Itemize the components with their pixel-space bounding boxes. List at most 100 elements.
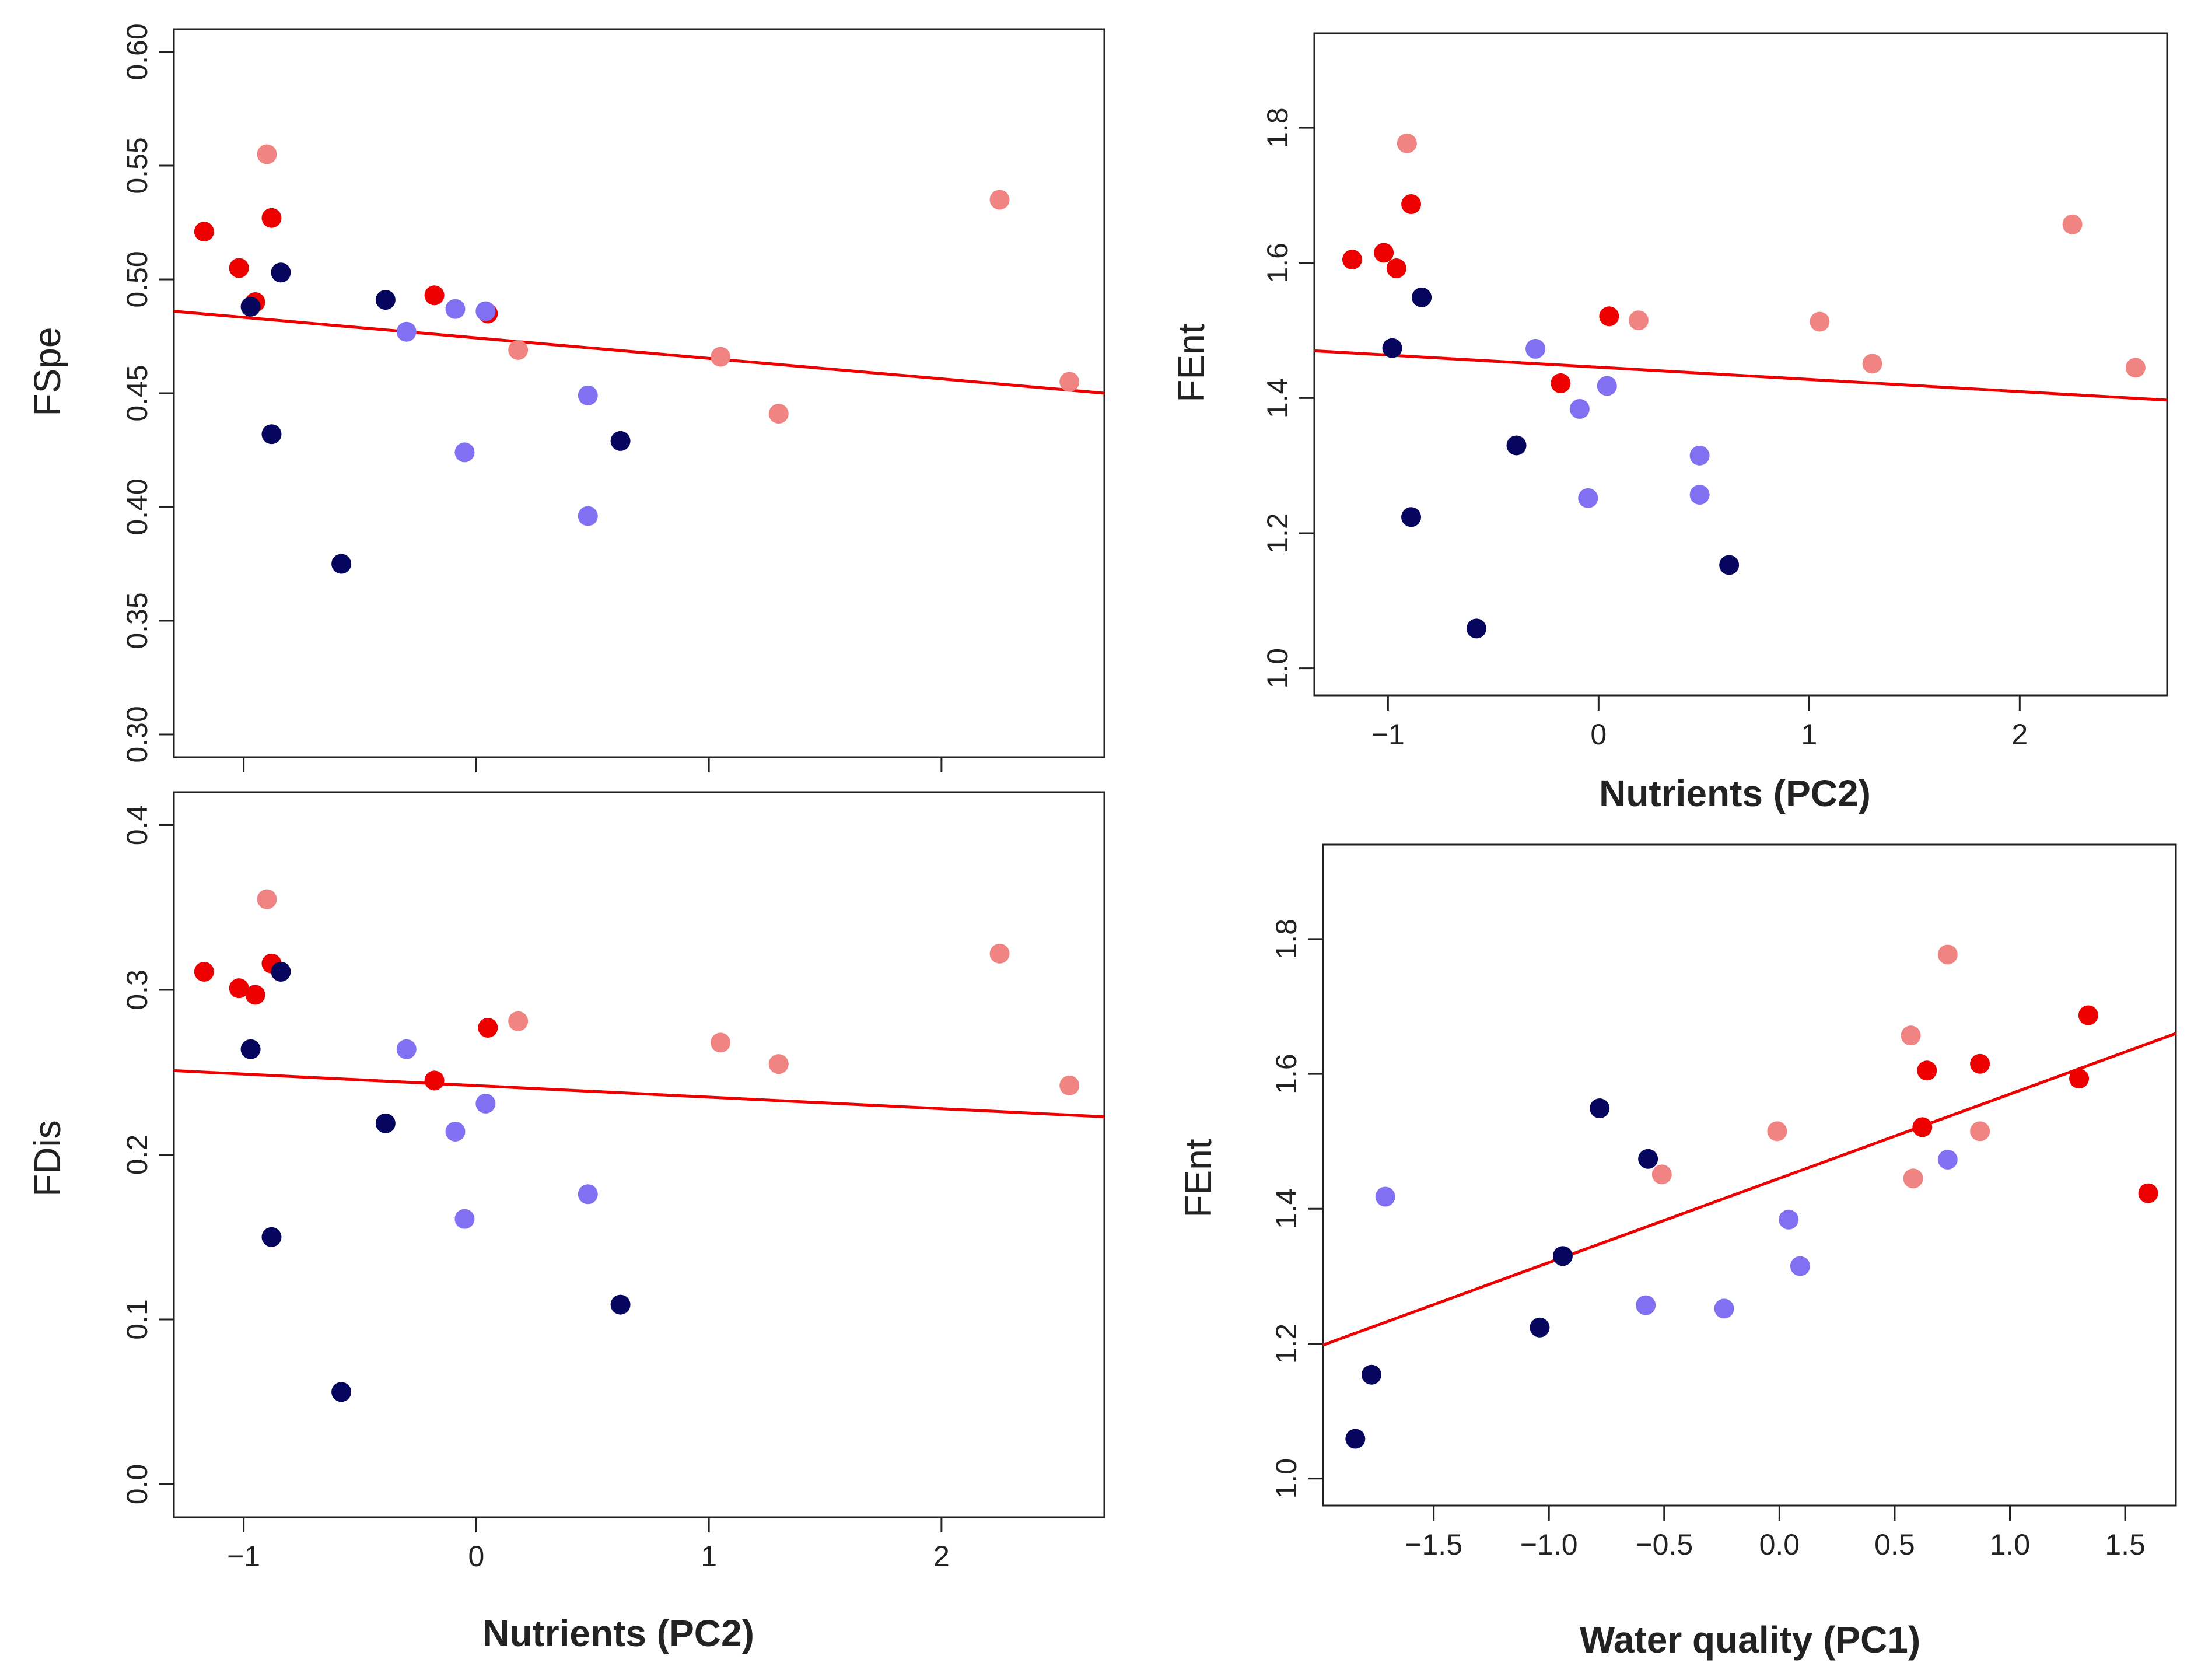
fent-pc1-x-tick-label: 1.0 (1990, 1528, 2031, 1561)
fent-pc1-point-pink (1937, 944, 1958, 965)
fent-pc2-point-pink (1628, 310, 1649, 331)
fent-pc1-point-red (2069, 1069, 2090, 1089)
fent-pc2-point-lavender (1689, 445, 1710, 466)
panel-fent-pc2: FEnt Nutrients (PC2) −1 0 1 2 1.0 1.2 1.4 1.6 1.… (1170, 32, 2168, 814)
fent-pc1-point-pink (1901, 1026, 1921, 1046)
fent-pc2-x-tick-label: 0 (1590, 718, 1607, 751)
fent-pc1-point-navy (1638, 1149, 1658, 1169)
fent-pc2-point-red (1551, 373, 1571, 393)
fent-pc2-point-pink (2125, 358, 2146, 378)
fdis-point-pink (989, 943, 1010, 964)
fent-pc2-point-pink (2062, 214, 2083, 235)
fent-pc2-point-navy (1401, 507, 1422, 527)
fspe-point-red (194, 222, 214, 242)
fdis-point-lavender (445, 1121, 466, 1142)
fent-pc1-point-lavender (1636, 1295, 1656, 1315)
fspe-point-navy (240, 296, 261, 317)
fent-pc1-point-lavender (1779, 1209, 1799, 1230)
fent-pc2-trend-line (1314, 349, 2168, 402)
fspe-y-tick-label: 0.35 (121, 592, 153, 649)
fent-pc1-point-lavender (1790, 1256, 1810, 1276)
fspe-point-navy (271, 262, 291, 283)
fent-pc2-point-navy (1506, 435, 1527, 456)
fdis-y-tick-label: 0.4 (121, 805, 153, 846)
fdis-point-red (194, 961, 214, 982)
fent-pc1-point-navy (1552, 1246, 1573, 1266)
fent-pc2-point-lavender (1597, 376, 1617, 396)
fspe-trend-line (173, 310, 1105, 395)
fent-pc1-x-tick-label: −1.0 (1520, 1528, 1578, 1561)
fent-pc1-y-tick-label: 1.2 (1270, 1324, 1303, 1364)
fent-pc2-point-navy (1466, 618, 1486, 639)
panel-fent-pc2-xlabel: Nutrients (PC2) (1599, 772, 1871, 814)
fent-pc1-point-pink (1651, 1164, 1672, 1185)
fent-pc2-point-lavender (1689, 485, 1710, 505)
fspe-y-tick-label: 0.55 (121, 137, 153, 194)
fspe-y-tick-label: 0.45 (121, 365, 153, 421)
fent-pc1-y-tick-label: 1.8 (1270, 919, 1303, 960)
fspe-y-tick-label: 0.40 (121, 478, 153, 535)
fspe-point-pink (257, 144, 277, 164)
fent-pc1-point-pink (1767, 1121, 1787, 1142)
fdis-point-navy (261, 1227, 282, 1247)
fdis-point-navy (610, 1294, 631, 1315)
fent-pc1-point-navy (1361, 1364, 1381, 1385)
fdis-point-lavender (396, 1039, 417, 1059)
fdis-point-red (245, 985, 265, 1005)
fspe-point-pink (768, 404, 789, 424)
fspe-point-pink (711, 346, 731, 367)
fent-pc2-y-tick-label: 1.2 (1261, 513, 1294, 554)
fdis-point-navy (331, 1382, 352, 1402)
fspe-point-pink (1059, 372, 1080, 392)
fent-pc1-point-red (1917, 1060, 1937, 1081)
fent-pc1-point-navy (1590, 1098, 1610, 1119)
fspe-point-pink (508, 340, 529, 360)
fent-pc1-point-navy (1530, 1317, 1550, 1338)
fspe-point-red (261, 208, 282, 228)
fdis-point-lavender (454, 1209, 475, 1229)
fent-pc1-x-tick-label: −1.5 (1405, 1528, 1462, 1561)
fent-pc1-plot-frame (1322, 844, 2177, 1507)
fent-pc1-point-red (2138, 1183, 2158, 1203)
panel-fspe-ylabel: FSpe (26, 327, 68, 416)
fdis-point-red (478, 1017, 498, 1038)
fspe-point-navy (261, 424, 282, 444)
fdis-trend-line (173, 1069, 1105, 1119)
fent-pc1-point-pink (1970, 1121, 1990, 1142)
fent-pc1-x-tick-label: 1.5 (2105, 1528, 2146, 1561)
fspe-point-lavender (475, 301, 496, 321)
fent-pc2-plot-frame (1313, 32, 2168, 696)
fent-pc2-point-pink (1397, 133, 1417, 153)
fent-pc2-x-tick-label: 2 (2011, 718, 2028, 751)
fspe-point-lavender (396, 321, 417, 342)
fdis-y-tick-label: 0.3 (121, 970, 153, 1010)
fent-pc2-y-tick-label: 1.8 (1261, 107, 1294, 148)
fspe-y-tick-label: 0.30 (121, 706, 153, 762)
fent-pc2-point-pink (1810, 312, 1830, 332)
fent-pc2-point-lavender (1578, 488, 1598, 508)
fent-pc1-x-tick-label: −0.5 (1635, 1528, 1693, 1561)
fdis-point-pink (1059, 1075, 1080, 1096)
fspe-point-lavender (578, 506, 598, 526)
fent-pc1-trend-line (1322, 1032, 2176, 1347)
panel-fent-pc1-xlabel: Water quality (PC1) (1580, 1619, 1920, 1661)
fspe-point-navy (331, 554, 352, 574)
panel-fent-pc1: FEnt Water quality (PC1) −1.5 −1.0 −0.5 0.0… (1177, 844, 2177, 1661)
fent-pc1-y-tick-label: 1.4 (1270, 1189, 1303, 1230)
fent-pc2-point-pink (1862, 354, 1882, 374)
fdis-point-navy (271, 961, 291, 982)
fdis-point-pink (768, 1054, 789, 1074)
fent-pc1-point-lavender (1937, 1149, 1958, 1170)
fdis-point-pink (711, 1032, 731, 1053)
fdis-y-tick-label: 0.1 (121, 1299, 153, 1340)
fspe-point-pink (989, 190, 1010, 210)
fspe-point-red (229, 258, 249, 278)
fent-pc1-point-red (2078, 1005, 2098, 1026)
fspe-point-navy (375, 290, 396, 310)
fent-pc1-point-navy (1345, 1429, 1366, 1449)
fdis-point-navy (375, 1113, 396, 1133)
fdis-x-tick-label: 1 (701, 1540, 717, 1573)
fent-pc2-point-red (1374, 243, 1394, 263)
fent-pc2-point-red (1599, 306, 1619, 327)
fspe-y-tick-label: 0.60 (121, 23, 153, 80)
